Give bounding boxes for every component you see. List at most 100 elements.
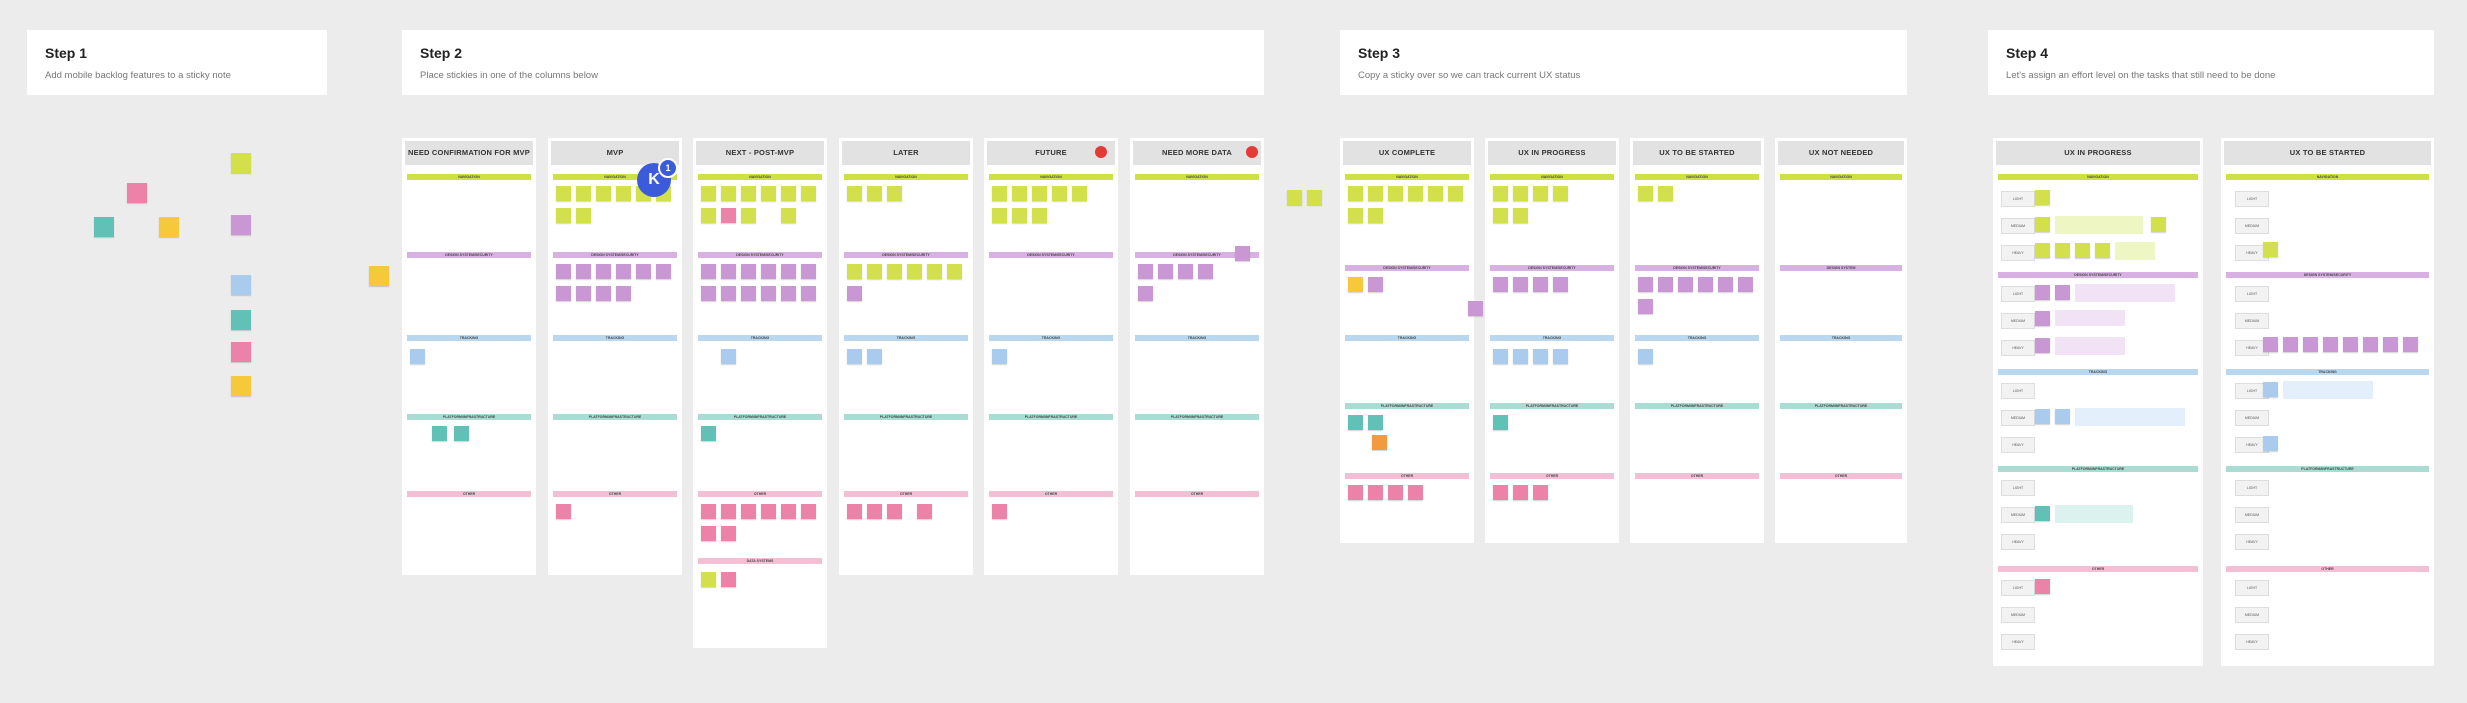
sticky-note[interactable] bbox=[847, 264, 862, 279]
sticky-note[interactable] bbox=[231, 275, 251, 295]
sticky-note[interactable] bbox=[1235, 246, 1250, 261]
sticky-note[interactable] bbox=[1012, 186, 1027, 201]
sticky-note[interactable] bbox=[992, 186, 1007, 201]
sticky-note[interactable] bbox=[2383, 337, 2398, 352]
sticky-note[interactable] bbox=[867, 186, 882, 201]
sticky-note[interactable] bbox=[231, 376, 251, 396]
sticky-note[interactable] bbox=[887, 504, 902, 519]
sticky-note[interactable] bbox=[741, 286, 756, 301]
sticky-note[interactable] bbox=[1533, 485, 1548, 500]
sticky-note[interactable] bbox=[1372, 435, 1387, 450]
sticky-note[interactable] bbox=[1408, 485, 1423, 500]
sticky-note[interactable] bbox=[2055, 243, 2070, 258]
sticky-note[interactable] bbox=[1678, 277, 1693, 292]
sticky-note[interactable] bbox=[2035, 409, 2050, 424]
sticky-note[interactable] bbox=[701, 504, 716, 519]
sticky-note[interactable] bbox=[2283, 337, 2298, 352]
sticky-note[interactable] bbox=[2035, 311, 2050, 326]
sticky-note[interactable] bbox=[761, 286, 776, 301]
sticky-note[interactable] bbox=[454, 426, 469, 441]
sticky-note[interactable] bbox=[741, 264, 756, 279]
sticky-note[interactable] bbox=[576, 208, 591, 223]
sticky-note[interactable] bbox=[867, 264, 882, 279]
sticky-note[interactable] bbox=[741, 504, 756, 519]
sticky-note[interactable] bbox=[1448, 186, 1463, 201]
sticky-note[interactable] bbox=[1513, 485, 1528, 500]
sticky-note[interactable] bbox=[721, 572, 736, 587]
sticky-note[interactable] bbox=[847, 186, 862, 201]
sticky-note[interactable] bbox=[576, 286, 591, 301]
sticky-note[interactable] bbox=[847, 286, 862, 301]
sticky-note[interactable] bbox=[2363, 337, 2378, 352]
sticky-note[interactable] bbox=[231, 153, 251, 173]
sticky-note[interactable] bbox=[992, 208, 1007, 223]
sticky-note[interactable] bbox=[1718, 277, 1733, 292]
sticky-note[interactable] bbox=[781, 208, 796, 223]
sticky-note[interactable] bbox=[1533, 277, 1548, 292]
sticky-note[interactable] bbox=[1307, 190, 1322, 205]
sticky-note[interactable] bbox=[701, 264, 716, 279]
sticky-note[interactable] bbox=[1032, 186, 1047, 201]
sticky-note[interactable] bbox=[616, 186, 631, 201]
sticky-note[interactable] bbox=[1493, 277, 1508, 292]
sticky-note[interactable] bbox=[576, 264, 591, 279]
sticky-note[interactable] bbox=[1638, 349, 1653, 364]
sticky-note[interactable] bbox=[2055, 285, 2070, 300]
sticky-note[interactable] bbox=[1052, 186, 1067, 201]
sticky-note[interactable] bbox=[701, 572, 716, 587]
sticky-note[interactable] bbox=[2263, 337, 2278, 352]
sticky-note[interactable] bbox=[1408, 186, 1423, 201]
sticky-note[interactable] bbox=[1198, 264, 1213, 279]
sticky-note[interactable] bbox=[1348, 485, 1363, 500]
sticky-note[interactable] bbox=[1493, 415, 1508, 430]
sticky-note[interactable] bbox=[992, 504, 1007, 519]
sticky-note[interactable] bbox=[947, 264, 962, 279]
sticky-note[interactable] bbox=[701, 286, 716, 301]
sticky-note[interactable] bbox=[781, 286, 796, 301]
sticky-note[interactable] bbox=[636, 264, 651, 279]
sticky-note[interactable] bbox=[701, 186, 716, 201]
sticky-note[interactable] bbox=[1428, 186, 1443, 201]
sticky-note[interactable] bbox=[741, 186, 756, 201]
sticky-note[interactable] bbox=[1513, 186, 1528, 201]
sticky-note[interactable] bbox=[1738, 277, 1753, 292]
sticky-note[interactable] bbox=[2263, 436, 2278, 451]
sticky-note[interactable] bbox=[410, 349, 425, 364]
sticky-note[interactable] bbox=[781, 264, 796, 279]
sticky-note[interactable] bbox=[1553, 186, 1568, 201]
sticky-note[interactable] bbox=[1138, 264, 1153, 279]
sticky-note[interactable] bbox=[556, 504, 571, 519]
sticky-note[interactable] bbox=[1638, 299, 1653, 314]
sticky-note[interactable] bbox=[616, 264, 631, 279]
sticky-note[interactable] bbox=[616, 286, 631, 301]
sticky-note[interactable] bbox=[721, 504, 736, 519]
sticky-note[interactable] bbox=[1388, 186, 1403, 201]
sticky-note[interactable] bbox=[927, 264, 942, 279]
sticky-note[interactable] bbox=[2403, 337, 2418, 352]
sticky-note[interactable] bbox=[2343, 337, 2358, 352]
sticky-note[interactable] bbox=[847, 504, 862, 519]
sticky-note[interactable] bbox=[761, 186, 776, 201]
sticky-note[interactable] bbox=[917, 504, 932, 519]
sticky-note[interactable] bbox=[867, 349, 882, 364]
sticky-note[interactable] bbox=[887, 186, 902, 201]
sticky-note[interactable] bbox=[94, 217, 114, 237]
sticky-note[interactable] bbox=[847, 349, 862, 364]
sticky-note[interactable] bbox=[1468, 301, 1483, 316]
sticky-note[interactable] bbox=[781, 186, 796, 201]
sticky-note[interactable] bbox=[127, 183, 147, 203]
sticky-note[interactable] bbox=[1368, 485, 1383, 500]
sticky-note[interactable] bbox=[596, 186, 611, 201]
sticky-note[interactable] bbox=[656, 264, 671, 279]
sticky-note[interactable] bbox=[2035, 579, 2050, 594]
sticky-note[interactable] bbox=[741, 208, 756, 223]
sticky-note[interactable] bbox=[721, 208, 736, 223]
sticky-note[interactable] bbox=[801, 264, 816, 279]
sticky-note[interactable] bbox=[1513, 349, 1528, 364]
sticky-note[interactable] bbox=[2303, 337, 2318, 352]
sticky-note[interactable] bbox=[1388, 485, 1403, 500]
sticky-note[interactable] bbox=[2035, 190, 2050, 205]
sticky-note[interactable] bbox=[1012, 208, 1027, 223]
sticky-note[interactable] bbox=[992, 349, 1007, 364]
sticky-note[interactable] bbox=[2055, 409, 2070, 424]
